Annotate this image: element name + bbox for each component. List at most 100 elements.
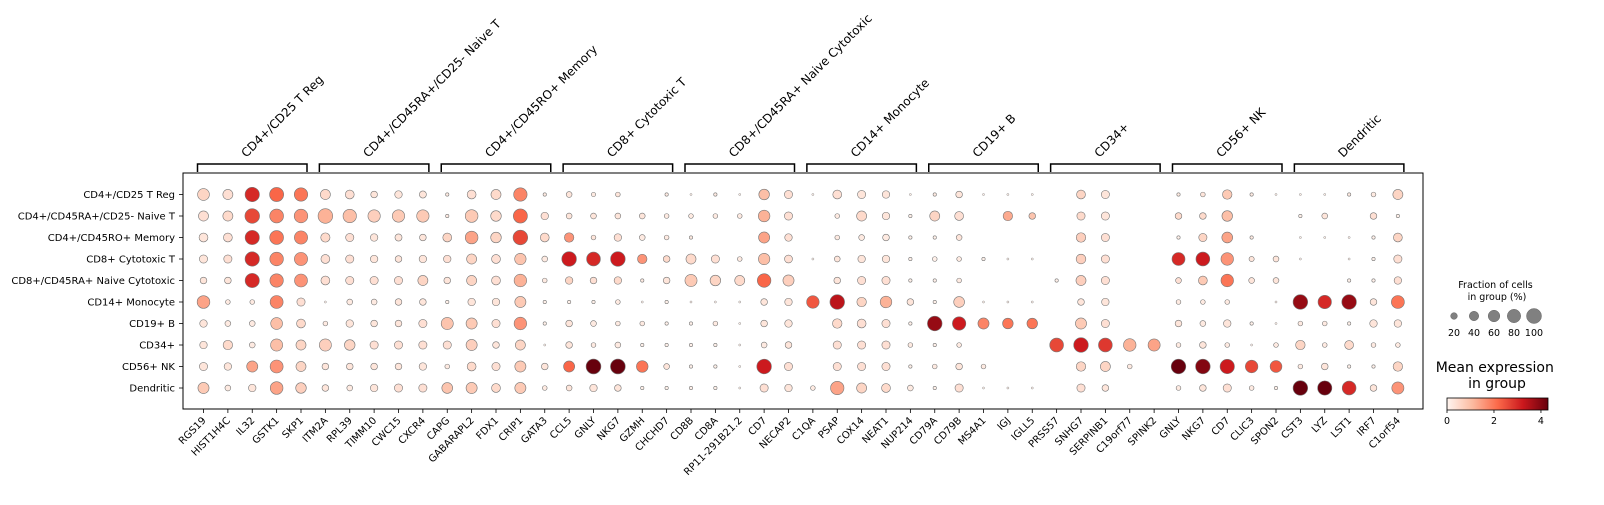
colorbar [1446,397,1549,411]
dot [1391,381,1405,395]
dot [907,342,914,348]
dot [1222,189,1233,200]
group-bracket [928,163,1039,172]
dot [858,234,865,241]
dot [1200,299,1206,305]
dot [932,278,937,283]
dot [1200,191,1206,198]
dot [1199,384,1207,392]
dot [1323,193,1327,196]
dot [1370,342,1377,348]
dot [1030,386,1034,390]
dot [199,254,208,264]
dot [640,300,644,304]
dot [907,384,914,392]
dot [784,190,793,199]
dot [514,252,527,266]
dot [1171,252,1186,266]
dot [370,383,379,393]
dot [810,385,816,391]
dot [615,299,621,305]
dot [440,317,454,330]
dot [834,255,841,263]
dot [834,234,840,241]
dot [514,382,527,394]
dot [1370,191,1377,198]
dot [955,190,963,199]
dot [614,341,622,349]
dot [394,362,403,371]
dot [294,230,308,245]
dot [664,386,669,390]
dot [1292,294,1308,310]
dot [712,320,719,327]
dot [856,382,867,394]
dot [1269,360,1283,373]
dot [981,257,986,261]
dot [1298,214,1303,218]
size-legend-title-line-2: in group (%) [1468,292,1527,303]
dot [756,358,772,375]
dot [929,210,941,222]
dot [199,340,208,350]
dot [664,192,669,197]
dot [881,362,891,371]
dot [1322,320,1328,327]
dot [345,276,355,285]
dot [244,251,260,267]
dot [269,208,284,224]
dot [490,210,502,222]
dot [269,187,284,202]
y-tick-label: CD56+ NK [122,362,175,373]
dot [197,188,210,201]
dot [954,211,964,221]
dot [514,360,527,373]
dot [465,339,478,351]
dot [760,298,768,306]
dot [296,297,306,307]
dot [980,363,987,370]
dot [1221,210,1233,222]
dot [956,277,962,284]
dot [857,362,867,371]
dot [758,209,771,223]
dot [1224,342,1230,348]
dot [738,193,742,196]
dot [956,256,962,262]
dot [782,274,795,287]
dot [811,257,815,261]
dot [713,343,718,347]
dot [832,362,842,371]
group-bracket [318,163,430,172]
dot [418,340,428,350]
dot [857,340,867,350]
dot [664,343,669,347]
dot [419,190,427,199]
dot [615,320,621,327]
size-legend-label: 100 [1525,328,1543,339]
dot [466,189,477,200]
dot [881,190,891,199]
dot [738,343,742,347]
dot [1371,364,1376,369]
dot [1395,342,1401,348]
dot [1176,235,1181,240]
group-brackets-layer: CD4+/CD25 T Reg CD4+/CD45RA+/CD25- Naive … [196,11,1405,172]
dot [1344,340,1354,350]
dot [1098,337,1113,353]
size-legend-label: 60 [1488,328,1500,339]
x-tick-label: COX14 [835,415,867,447]
dot [199,319,208,328]
dot [1393,276,1402,285]
dot [295,361,307,372]
dot [1075,275,1087,286]
dot [881,319,891,328]
colorbar-ticks: 0 2 4 [1444,410,1544,427]
dot [1248,277,1255,284]
dot [955,362,963,371]
dot [613,233,622,242]
dot [590,342,597,348]
dot [954,383,964,393]
dot [1223,319,1232,328]
dot [1249,235,1254,240]
